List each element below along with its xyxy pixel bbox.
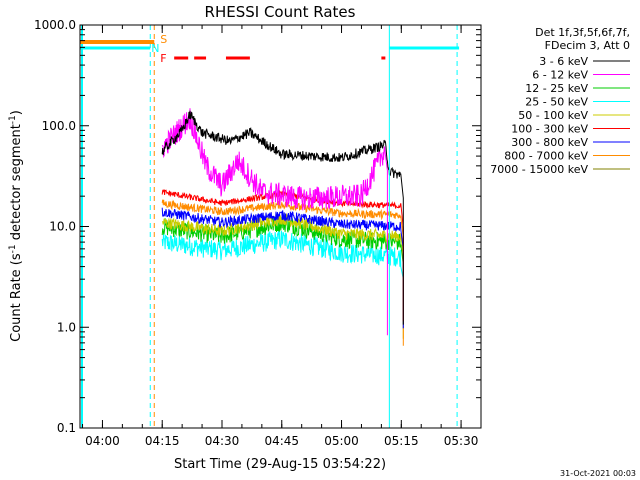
x-tick-label: 05:00 (324, 434, 359, 448)
legend-label: 300 - 800 keV (511, 136, 588, 149)
chart-title: RHESSI Count Rates (205, 3, 356, 21)
legend-label: 7000 - 15000 keV (490, 163, 588, 176)
f-marker-label: F (160, 52, 166, 65)
x-tick-label: 05:15 (384, 434, 419, 448)
legend-header-line: FDecim 3, Att 0 (545, 39, 630, 52)
x-axis-label: Start Time (29-Aug-15 03:54:22) (174, 457, 386, 472)
series-line (161, 207, 404, 329)
series-line (162, 212, 404, 339)
legend-header-line: Det 1f,3f,5f,6f,7f, (535, 26, 630, 39)
x-tick-label: 04:45 (264, 434, 299, 448)
series-line (161, 189, 404, 322)
axes-layer: 04:00 04:15 04:30 04:45 05:00 05:15 05:30 1000.… (34, 18, 482, 448)
legend-label: 100 - 300 keV (511, 123, 588, 136)
y-tick-label: 10.0 (49, 220, 76, 234)
y-axis-label: Count Rate (s-1 detector segment-1) (8, 110, 24, 342)
y-tick-label: 1.0 (57, 320, 76, 334)
series-layer (161, 108, 404, 346)
legend-label: 12 - 25 keV (525, 82, 588, 95)
legend-label: 3 - 6 keV (539, 55, 588, 68)
series-line (161, 108, 388, 336)
footer-timestamp: 31-Oct-2021 00:03 (560, 469, 636, 478)
s-marker-label: S (160, 33, 167, 46)
x-tick-label: 05:30 (444, 434, 479, 448)
x-tick-label: 04:15 (145, 434, 180, 448)
x-tick-label: 04:30 (205, 434, 240, 448)
legend-label: 50 - 100 keV (518, 109, 588, 122)
marker-layer: SFN (80, 25, 460, 428)
legend-label: 6 - 12 keV (532, 69, 588, 82)
series-line (161, 230, 404, 330)
y-tick-label: 1000.0 (34, 18, 76, 32)
legend-label: 800 - 7000 keV (504, 150, 588, 163)
legend-label: 25 - 50 keV (525, 96, 588, 109)
y-tick-label: 0.1 (57, 421, 76, 435)
series-line (161, 110, 404, 325)
x-tick-label: 04:00 (85, 434, 120, 448)
legend: Det 1f,3f,5f,6f,7f,FDecim 3, Att 0 3 - 6 … (490, 26, 630, 176)
series-line (161, 199, 404, 346)
n-marker-label: N (151, 42, 159, 55)
y-tick-label: 100.0 (42, 119, 76, 133)
